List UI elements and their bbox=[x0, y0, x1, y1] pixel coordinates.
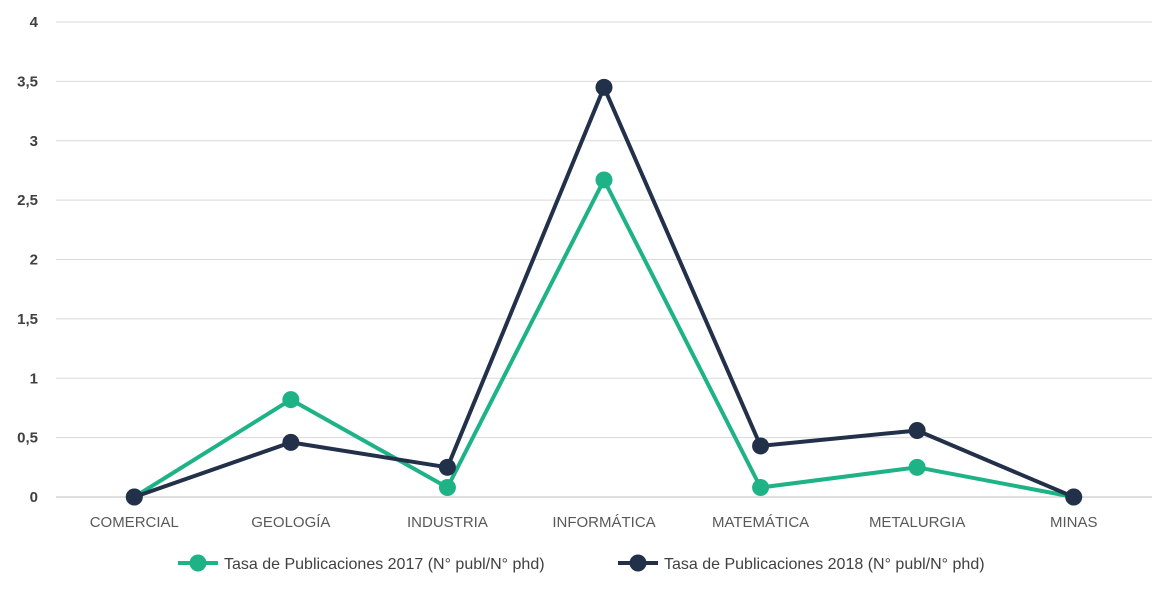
x-axis-tick-labels: COMERCIAL GEOLOGÍA INDUSTRIA INFORMÁTICA MAT… bbox=[90, 514, 1098, 531]
series-line bbox=[132, 85, 1076, 499]
y-tick-label: 2,5 bbox=[17, 192, 38, 209]
x-tick-label: METALURGIA bbox=[869, 514, 965, 531]
data-point bbox=[752, 479, 770, 496]
legend-label: Tasa de Publicaciones 2017 (N° publ/N° p… bbox=[224, 556, 545, 573]
legend: Tasa de Publicaciones 2017 (N° publ/N° p… bbox=[178, 554, 985, 573]
y-tick-label: 0 bbox=[30, 489, 38, 506]
legend-item: Tasa de Publicaciones 2017 (N° publ/N° p… bbox=[178, 554, 545, 573]
legend-swatch-marker bbox=[189, 554, 207, 572]
data-point bbox=[1065, 488, 1083, 506]
x-tick-label: COMERCIAL bbox=[90, 514, 179, 531]
y-tick-label: 1 bbox=[30, 370, 38, 387]
y-tick-label: 0,5 bbox=[17, 430, 38, 447]
data-point bbox=[595, 171, 613, 189]
data-point bbox=[908, 422, 926, 439]
data-point bbox=[595, 78, 613, 96]
legend-label: Tasa de Publicaciones 2018 (N° publ/N° p… bbox=[664, 556, 985, 573]
y-axis-tick-labels: 0 0,5 1 1,5 2 2,5 3 3,5 4 bbox=[17, 14, 39, 506]
y-tick-label: 2 bbox=[30, 252, 38, 269]
legend-item: Tasa de Publicaciones 2018 (N° publ/N° p… bbox=[618, 554, 985, 573]
legend-swatch-marker bbox=[629, 554, 647, 572]
y-tick-label: 3 bbox=[30, 133, 38, 150]
data-point bbox=[282, 433, 300, 451]
data-point bbox=[908, 458, 926, 476]
y-tick-label: 4 bbox=[30, 14, 39, 31]
x-tick-label: INDUSTRIA bbox=[407, 514, 488, 531]
data-point bbox=[752, 437, 770, 455]
data-point bbox=[438, 479, 456, 496]
data-point bbox=[125, 488, 143, 506]
y-tick-label: 1,5 bbox=[17, 311, 38, 328]
data-point bbox=[438, 458, 456, 476]
x-tick-label: GEOLOGÍA bbox=[251, 514, 330, 531]
x-tick-label: MINAS bbox=[1050, 514, 1098, 531]
gridlines bbox=[56, 21, 1152, 498]
y-tick-label: 3,5 bbox=[17, 73, 38, 90]
data-point bbox=[282, 391, 300, 409]
series-2 bbox=[125, 78, 1083, 506]
series-lines bbox=[125, 78, 1083, 506]
series-1 bbox=[125, 171, 1083, 506]
x-tick-label: MATEMÁTICA bbox=[712, 514, 809, 531]
x-tick-label: INFORMÁTICA bbox=[552, 514, 655, 531]
